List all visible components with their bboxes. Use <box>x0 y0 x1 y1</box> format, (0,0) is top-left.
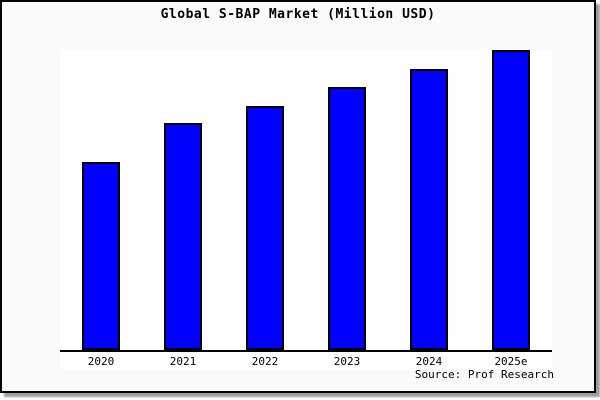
bar-2021 <box>164 123 202 350</box>
plot-area: 2020 2021 2022 2023 2024 2025e <box>60 50 552 369</box>
x-tick-label-2023: 2023 <box>333 355 361 368</box>
bar-2022 <box>246 106 284 350</box>
x-tick-label-2020: 2020 <box>87 355 115 368</box>
x-tick-label-2025e: 2025e <box>494 355 528 368</box>
bar-2024 <box>410 69 448 350</box>
x-axis-line <box>60 350 552 352</box>
source-credit: Source: Prof Research <box>414 368 554 381</box>
x-tick-label-2021: 2021 <box>169 355 197 368</box>
chart-frame: Global S-BAP Market (Million USD) 2020 20… <box>0 0 596 393</box>
bar-2025e <box>492 50 530 350</box>
bar-2020 <box>82 162 120 350</box>
bar-2023 <box>328 87 366 350</box>
x-tick-label-2024: 2024 <box>415 355 443 368</box>
x-tick-label-2022: 2022 <box>251 355 279 368</box>
chart-title: Global S-BAP Market (Million USD) <box>160 7 436 22</box>
